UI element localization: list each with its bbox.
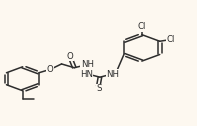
Text: Cl: Cl [167, 35, 175, 44]
Text: O: O [46, 65, 53, 74]
Text: O: O [66, 52, 73, 61]
Text: NH: NH [106, 70, 119, 78]
Text: HN: HN [80, 70, 93, 78]
Text: NH: NH [81, 60, 94, 69]
Text: Cl: Cl [138, 22, 146, 31]
Text: S: S [96, 84, 102, 93]
